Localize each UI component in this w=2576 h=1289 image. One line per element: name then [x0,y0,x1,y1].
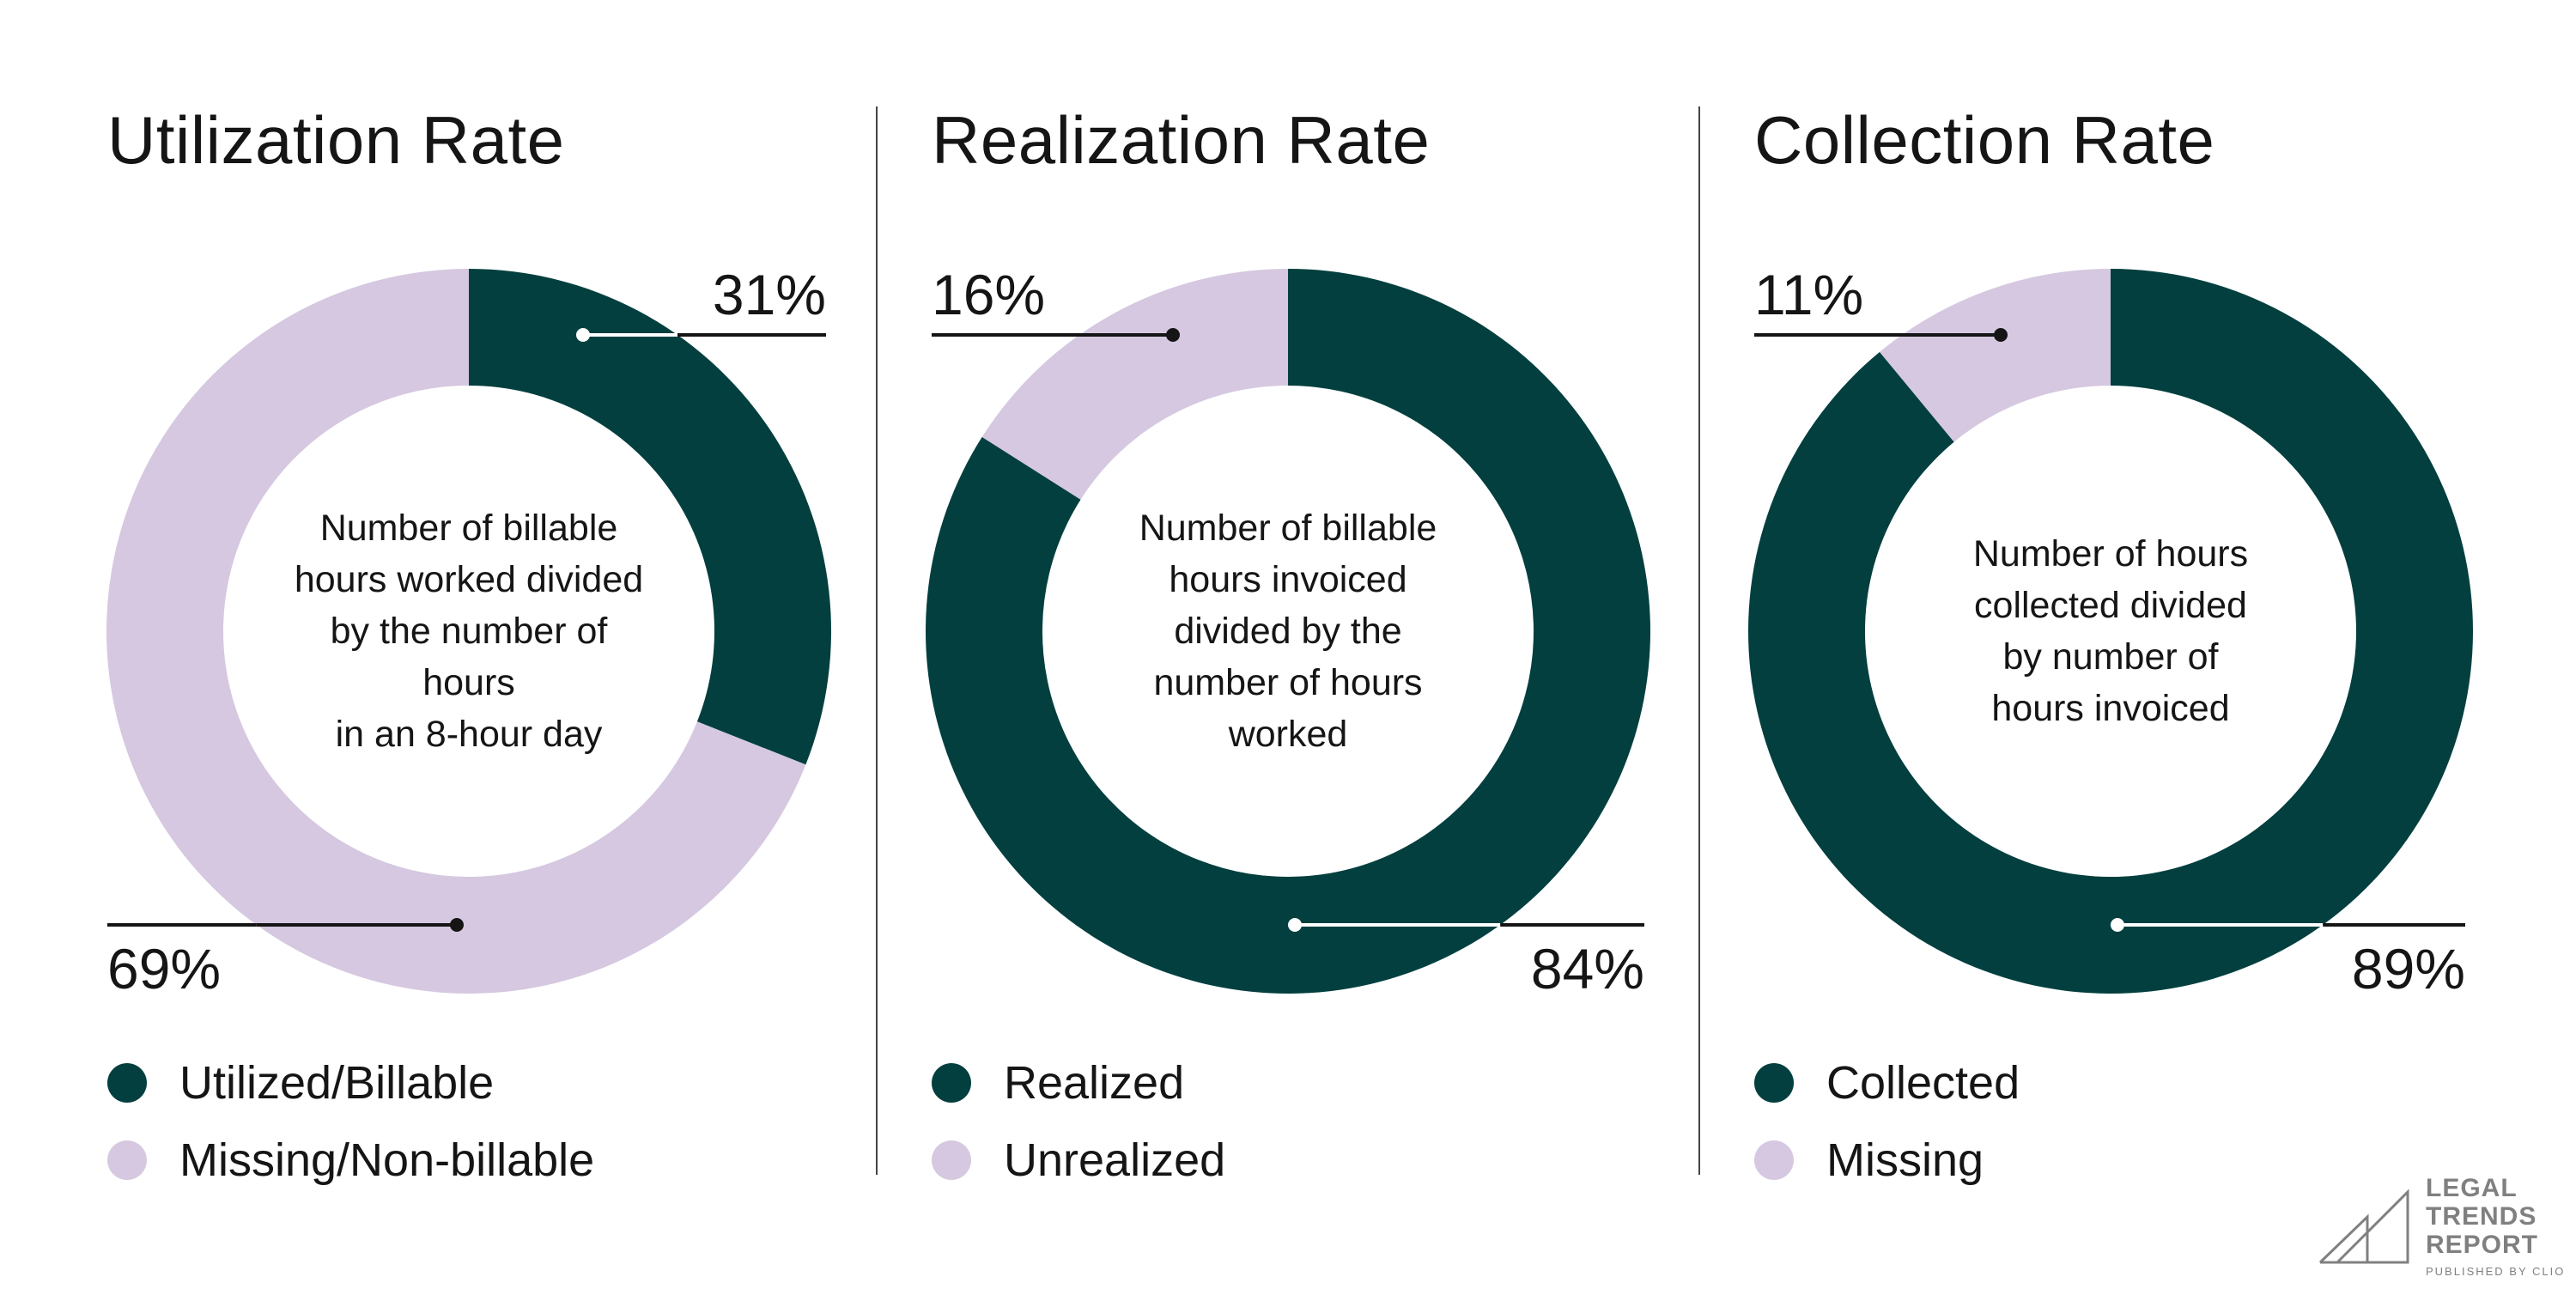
chart-title-utilization: Utilization Rate [107,102,565,178]
data-label: 89% [2351,937,2465,1000]
legend-swatch-icon [932,1063,971,1103]
legend: Utilized/Billable Missing/Non-billable [107,1044,594,1199]
center-description-line: hours invoiced [1169,559,1407,600]
legend-swatch-icon [932,1140,971,1180]
slice-missing [1880,269,2111,442]
center-description-line: hours invoiced [1991,688,2230,729]
logo-published-by: PUBLISHED BY CLIO [2426,1265,2566,1278]
center-description: Number of billable hours worked divided by… [289,502,649,760]
center-description-line: divided by the [1174,611,1402,652]
center-description-line: in an 8-hour day [335,714,603,755]
column-divider [1698,106,1700,1175]
chart-title-collection: Collection Rate [1754,102,2215,178]
center-description-line: by number of [2002,636,2219,678]
legend-item: Missing [1754,1122,2020,1199]
legend: Collected Missing [1754,1044,2020,1199]
slice-missing-non-billable [106,269,806,994]
center-description-line: collected divided [1974,585,2247,626]
logo-triangles-icon [2318,1189,2409,1264]
top-label-leader-dot [576,328,590,342]
slice-unrealized [981,269,1288,500]
center-description-line: Number of billable [319,508,618,549]
legend: Realized Unrealized [932,1044,1225,1199]
legend-label: Collected [1826,1057,2020,1109]
center-description: Number of hours collected divided by numbe… [1930,528,2291,734]
legend-swatch-icon [1754,1063,1794,1103]
center-description-line: Number of billable [1139,508,1437,549]
top-label-leader-dot [1166,328,1180,342]
data-label: 31% [712,263,826,326]
center-description: Number of billable hours invoiced divided … [1108,502,1468,760]
legend-swatch-icon [107,1140,147,1180]
data-label: 11% [1754,263,1864,326]
legend-label: Utilized/Billable [179,1057,495,1109]
center-description-line: worked [1228,714,1348,755]
legend-label: Missing/Non-billable [179,1134,595,1186]
legend-swatch-icon [107,1063,147,1103]
legend-label: Realized [1004,1057,1185,1109]
center-description-line: number of hours [1153,662,1423,703]
slice-realized [926,269,1651,994]
legal-trends-report-logo: LEGAL TRENDS REPORT PUBLISHED BY CLIO [2318,1172,2567,1278]
center-description-line: by the number of hours [330,611,608,703]
data-label: 69% [107,937,222,1000]
legend-item: Unrealized [932,1122,1225,1199]
bottom-label-leader-dot [450,918,464,932]
data-label: 16% [932,263,1046,326]
slice-collected [1748,269,2474,994]
column-divider [876,106,878,1175]
top-label-leader-dot [1994,328,2008,342]
center-description-line: hours worked divided [294,559,644,600]
legend-item: Collected [1754,1044,2020,1122]
chart-title-realization: Realization Rate [932,102,1431,178]
legend-item: Realized [932,1044,1225,1122]
legend-item: Utilized/Billable [107,1044,594,1122]
center-description-line: Number of hours [1972,533,2249,575]
data-label: 84% [1530,937,1644,1000]
legend-swatch-icon [1754,1140,1794,1180]
slice-utilized-billable [469,269,832,765]
legend-item: Missing/Non-billable [107,1122,594,1199]
legend-label: Unrealized [1004,1134,1226,1186]
bottom-label-leader-dot [1288,918,1302,932]
legend-label: Missing [1826,1134,1984,1186]
bottom-label-leader-dot [2111,918,2124,932]
logo-text: LEGAL TRENDS REPORT [2426,1174,2539,1259]
